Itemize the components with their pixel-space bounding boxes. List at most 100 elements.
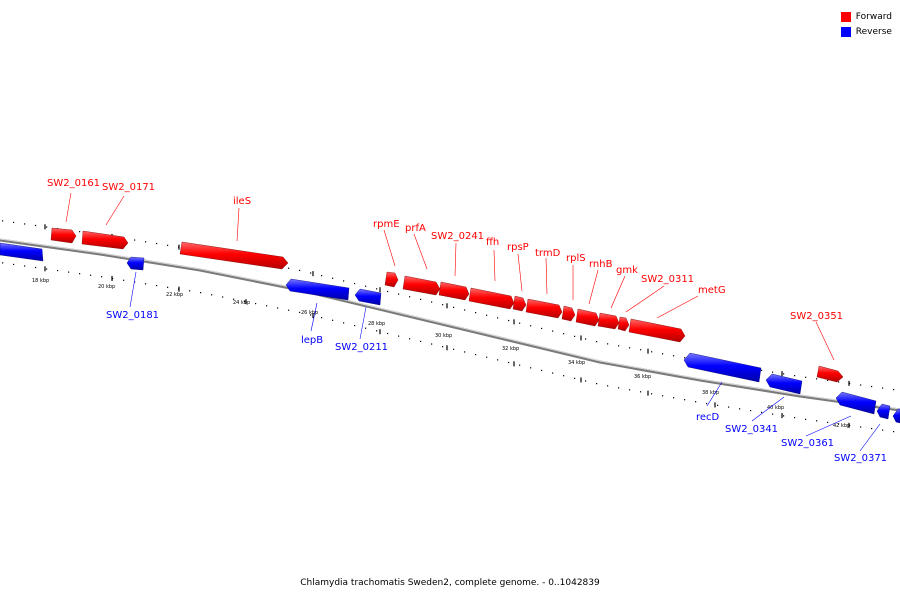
gene-arrow-sw2-0171[interactable] bbox=[81, 230, 129, 250]
gene-arrow-sw2-0181[interactable] bbox=[126, 256, 145, 271]
gene-arrow-sw2-0341[interactable] bbox=[765, 373, 803, 395]
scale-label-20: 20 kbp bbox=[98, 284, 115, 290]
guide-dot bbox=[772, 413, 774, 415]
gene-label-metg[interactable]: metG bbox=[698, 285, 726, 296]
guide-dot bbox=[233, 298, 235, 300]
forward-swatch bbox=[840, 11, 851, 22]
gene-label-sw2-0371[interactable]: SW2_0371 bbox=[834, 453, 887, 464]
gene-arrow-trmd[interactable] bbox=[525, 298, 563, 319]
scale-label-40: 40 kbp bbox=[767, 405, 784, 411]
guide-dot bbox=[332, 319, 334, 321]
gene-arrow-sw2-0361[interactable] bbox=[835, 391, 877, 415]
gene-label-lepb[interactable]: lepB bbox=[301, 335, 323, 346]
gene-arrow-right-edge[interactable] bbox=[892, 408, 900, 424]
legend-forward: Forward bbox=[840, 9, 892, 24]
gene-arrow-rpsp[interactable] bbox=[512, 295, 527, 312]
gene-label-prfa[interactable]: prfA bbox=[405, 223, 426, 234]
gene-arrow-recd[interactable] bbox=[683, 352, 762, 383]
gene-label-sw2-0181[interactable]: SW2_0181 bbox=[106, 310, 159, 321]
guide-dot bbox=[288, 267, 290, 269]
guide-dot bbox=[57, 269, 59, 272]
gene-arrow-rpme[interactable] bbox=[384, 271, 399, 288]
guide-dot bbox=[684, 399, 686, 401]
guide-dot bbox=[662, 353, 664, 355]
gene-arrow-right-fragment[interactable] bbox=[876, 403, 891, 420]
gene-label-rpsp[interactable]: rpsP bbox=[507, 242, 529, 253]
gene-arrow-sw2-0241[interactable] bbox=[438, 281, 470, 301]
gene-label-sw2-0161[interactable]: SW2_0161 bbox=[47, 178, 100, 189]
guide-dot bbox=[299, 311, 301, 313]
gene-label-sw2-0351[interactable]: SW2_0351 bbox=[790, 311, 843, 322]
tick-marks bbox=[44, 224, 850, 428]
guide-dot bbox=[750, 410, 752, 412]
guide-dot bbox=[618, 387, 620, 389]
gene-label-sw2-0341[interactable]: SW2_0341 bbox=[725, 424, 778, 435]
guide-dot bbox=[310, 314, 312, 316]
gene-arrow-ffh[interactable] bbox=[468, 287, 515, 310]
guide-dot bbox=[739, 408, 741, 410]
guide-dot bbox=[46, 268, 48, 270]
gene-arrow-gmk[interactable] bbox=[597, 312, 620, 330]
guide-dot bbox=[442, 304, 444, 306]
gene-arrow-rpls[interactable] bbox=[561, 305, 576, 322]
gene-label-rpls[interactable]: rplS bbox=[566, 253, 586, 264]
guide-dot bbox=[497, 359, 499, 361]
gene-label-ffh[interactable]: ffh bbox=[486, 237, 499, 248]
gene-label-sw2-0311[interactable]: SW2_0311 bbox=[641, 274, 694, 285]
guide-dot bbox=[530, 367, 532, 369]
gene-label-iles[interactable]: ileS bbox=[233, 196, 251, 207]
gene-label-sw2-0211[interactable]: SW2_0211 bbox=[335, 342, 388, 353]
guide-dot bbox=[541, 327, 543, 330]
guide-dot bbox=[145, 241, 147, 243]
guide-dot bbox=[222, 296, 224, 298]
gene-arrow-metg[interactable] bbox=[628, 318, 686, 343]
guide-dot bbox=[805, 376, 807, 378]
gene-label-trmd[interactable]: trmD bbox=[535, 248, 561, 259]
gene-arrow-sw2-0351[interactable] bbox=[816, 365, 844, 383]
guide-dot bbox=[563, 375, 565, 377]
gene-arrow-prfa[interactable] bbox=[402, 275, 441, 296]
gene-label-rnhb[interactable]: rnhB bbox=[589, 259, 613, 270]
gene-label-recd[interactable]: recD bbox=[696, 412, 720, 423]
reverse-leaders bbox=[129, 271, 881, 452]
scale-label-34: 34 kbp bbox=[568, 360, 585, 366]
gene-arrow-sw2-0211[interactable] bbox=[354, 288, 382, 306]
guide-dot bbox=[156, 284, 158, 287]
scale-label-32: 32 kbp bbox=[502, 346, 519, 352]
gene-arrow-left-edge[interactable] bbox=[0, 242, 44, 262]
scale-labels: 18 kbp 20 kbp 22 kbp 24 kbp 26 kbp 28 kb… bbox=[32, 278, 850, 429]
scale-label-30: 30 kbp bbox=[435, 333, 452, 339]
gene-arrow-lepb[interactable] bbox=[285, 278, 350, 301]
gene-label-sw2-0241[interactable]: SW2_0241 bbox=[431, 231, 484, 242]
guide-dot bbox=[486, 314, 488, 316]
guide-dot bbox=[497, 317, 499, 319]
guide-dot bbox=[541, 369, 543, 372]
scale-label-36: 36 kbp bbox=[634, 374, 651, 380]
gene-label-sw2-0361[interactable]: SW2_0361 bbox=[781, 438, 834, 449]
guide-dot bbox=[24, 223, 26, 225]
gene-label-gmk[interactable]: gmk bbox=[616, 265, 638, 276]
scale-label-24: 24 kbp bbox=[233, 300, 250, 306]
guide-dot bbox=[332, 277, 334, 279]
guide-dot bbox=[508, 319, 510, 322]
gene-arrow-iles[interactable] bbox=[179, 241, 289, 270]
guide-dot bbox=[420, 340, 422, 342]
guide-dot bbox=[607, 343, 609, 345]
gene-arrow-sw2-0311[interactable] bbox=[617, 316, 630, 332]
guide-dot bbox=[530, 325, 532, 327]
guide-dot bbox=[893, 389, 895, 391]
guide-dot bbox=[365, 327, 367, 329]
gene-arrow-rnhb[interactable] bbox=[575, 308, 600, 327]
guide-dot bbox=[519, 364, 521, 366]
guide-dot bbox=[475, 354, 477, 356]
guide-dot bbox=[354, 282, 356, 285]
gene-arrow-sw2-0161[interactable] bbox=[50, 227, 77, 244]
gene-label-sw2-0171[interactable]: SW2_0171 bbox=[102, 182, 155, 193]
guide-dot bbox=[794, 375, 796, 377]
guide-dot bbox=[288, 309, 290, 311]
guide-dot bbox=[596, 341, 598, 343]
legend: Forward Reverse bbox=[840, 9, 892, 39]
guide-dot bbox=[310, 272, 312, 274]
guide-dot bbox=[805, 418, 807, 420]
gene-label-rpme[interactable]: rpmE bbox=[373, 219, 400, 230]
